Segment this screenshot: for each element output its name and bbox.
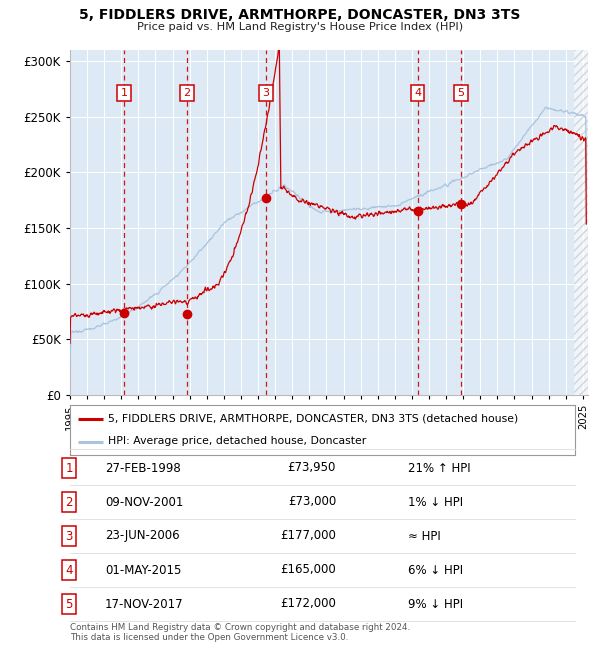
Text: Contains HM Land Registry data © Crown copyright and database right 2024.
This d: Contains HM Land Registry data © Crown c… [70,623,410,642]
Text: 21% ↑ HPI: 21% ↑ HPI [408,462,470,474]
Text: 5: 5 [457,88,464,98]
Text: HPI: Average price, detached house, Doncaster: HPI: Average price, detached house, Donc… [108,437,366,447]
Text: 5, FIDDLERS DRIVE, ARMTHORPE, DONCASTER, DN3 3TS (detached house): 5, FIDDLERS DRIVE, ARMTHORPE, DONCASTER,… [108,413,518,424]
Text: 4: 4 [414,88,421,98]
Text: 2: 2 [184,88,191,98]
Text: 09-NOV-2001: 09-NOV-2001 [105,495,184,508]
Text: 6% ↓ HPI: 6% ↓ HPI [408,564,463,577]
Text: 3: 3 [65,530,73,543]
Text: £172,000: £172,000 [280,597,336,610]
Text: 1: 1 [121,88,127,98]
Text: ≈ HPI: ≈ HPI [408,530,441,543]
Text: 27-FEB-1998: 27-FEB-1998 [105,462,181,474]
Text: 01-MAY-2015: 01-MAY-2015 [105,564,181,577]
Text: Price paid vs. HM Land Registry's House Price Index (HPI): Price paid vs. HM Land Registry's House … [137,22,463,32]
Text: 1: 1 [65,462,73,474]
Text: 3: 3 [263,88,269,98]
Text: £73,950: £73,950 [287,462,336,474]
Text: 2: 2 [65,495,73,508]
Text: 5, FIDDLERS DRIVE, ARMTHORPE, DONCASTER, DN3 3TS: 5, FIDDLERS DRIVE, ARMTHORPE, DONCASTER,… [79,8,521,22]
Text: 4: 4 [65,564,73,577]
Text: 5: 5 [65,597,73,610]
Text: 1% ↓ HPI: 1% ↓ HPI [408,495,463,508]
Bar [574,50,588,395]
Text: £73,000: £73,000 [288,495,336,508]
Text: £177,000: £177,000 [280,530,336,543]
Text: £165,000: £165,000 [280,564,336,577]
Text: 17-NOV-2017: 17-NOV-2017 [105,597,184,610]
Text: 23-JUN-2006: 23-JUN-2006 [105,530,179,543]
Text: 9% ↓ HPI: 9% ↓ HPI [408,597,463,610]
